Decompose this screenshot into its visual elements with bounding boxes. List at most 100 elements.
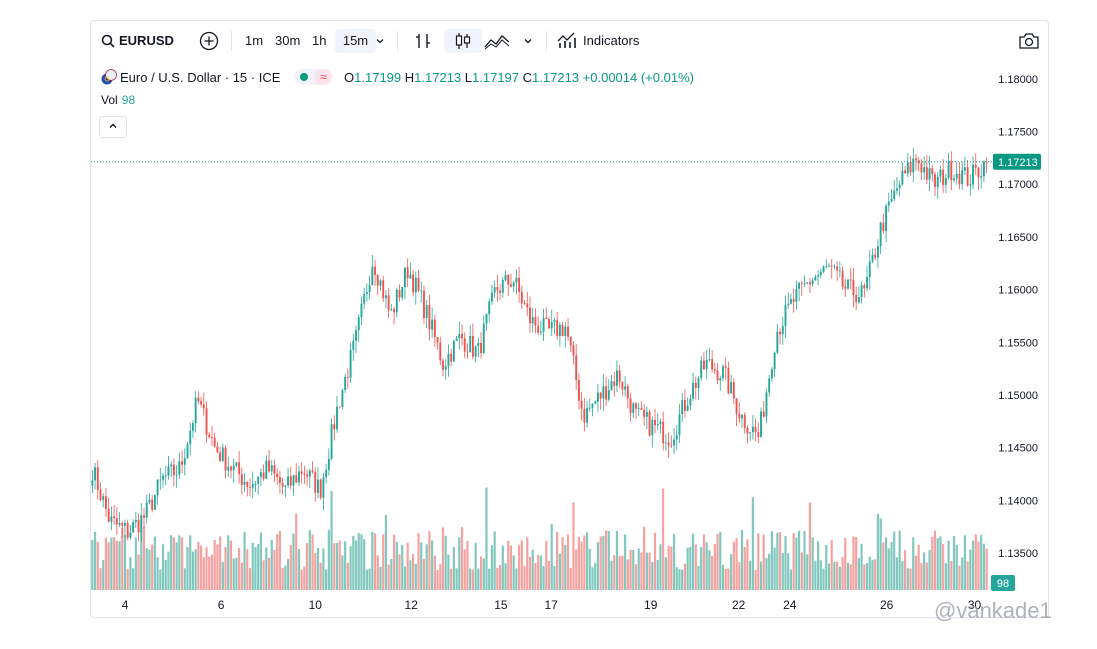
candle	[713, 362, 716, 375]
volume-bar	[621, 555, 624, 590]
interval-1h[interactable]: 1h	[312, 33, 327, 48]
candle	[308, 468, 311, 489]
interval-1m[interactable]: 1m	[245, 33, 264, 48]
volume-bar	[270, 539, 273, 590]
volume-bar	[651, 561, 654, 590]
symbol-search-button[interactable]: EURUSD	[101, 29, 174, 53]
candle	[257, 476, 260, 495]
volume-bar	[300, 569, 303, 590]
candle	[395, 287, 398, 318]
camera-icon	[1019, 33, 1039, 49]
volume-bar	[523, 566, 526, 590]
candle	[325, 463, 328, 484]
snapshot-button[interactable]	[1017, 29, 1041, 53]
x-tick-label: 10	[309, 598, 323, 612]
candle	[577, 373, 580, 410]
candle	[575, 343, 578, 390]
volume-bar	[363, 539, 366, 590]
candle	[115, 507, 118, 535]
indicators-button[interactable]: Indicators	[557, 29, 639, 53]
volume-bar	[507, 540, 510, 590]
chart-type-dropdown[interactable]	[521, 29, 535, 53]
candle	[757, 422, 760, 444]
volume-bar	[800, 552, 803, 590]
collapse-legend-button[interactable]	[99, 116, 127, 138]
volume-bar	[159, 569, 162, 590]
candle	[181, 450, 184, 474]
separator	[546, 31, 547, 51]
y-tick-label: 1.14500	[998, 443, 1038, 455]
volume-bar	[289, 545, 292, 590]
volume-value: 98	[121, 93, 136, 107]
candle	[879, 221, 882, 254]
volume-bar	[409, 560, 412, 590]
candle	[132, 519, 135, 533]
volume-bar	[140, 531, 143, 590]
instrument-title[interactable]: Euro / U.S. Dollar · 15 · ICE	[120, 70, 281, 85]
volume-bar	[382, 534, 385, 590]
candle	[602, 374, 605, 411]
candle	[833, 264, 836, 270]
candle	[678, 403, 681, 444]
candle	[686, 397, 689, 412]
volume-bar	[145, 548, 148, 590]
candle	[306, 469, 309, 487]
volume-bar	[243, 531, 246, 590]
candle	[909, 155, 912, 176]
candle	[887, 192, 890, 212]
volume-bar	[876, 514, 880, 590]
candle	[849, 268, 852, 290]
volume-bar	[721, 564, 725, 590]
volume-bar	[175, 542, 178, 590]
volume-bar	[316, 547, 320, 590]
volume-bar	[566, 534, 570, 590]
candle	[972, 156, 975, 190]
candles-style-button[interactable]	[444, 29, 482, 53]
volume-bar	[944, 563, 947, 590]
candle	[629, 392, 632, 422]
candle	[977, 166, 980, 190]
volume-bar	[846, 562, 850, 590]
price-legend: Euro / U.S. Dollar · 15 · ICE ≈ O1.17199 …	[101, 69, 694, 85]
candle	[164, 466, 167, 486]
bar-style-button[interactable]	[411, 29, 435, 53]
compare-symbol-button[interactable]	[197, 29, 221, 53]
market-status-pill[interactable]: ≈	[294, 69, 333, 85]
candle	[346, 368, 349, 389]
volume-bar	[346, 562, 349, 590]
volume-bar	[232, 558, 235, 590]
interval-15m[interactable]: 15m	[335, 29, 376, 53]
volume-bar	[985, 548, 988, 590]
candle	[151, 495, 154, 513]
volume-bar	[904, 550, 907, 590]
interval-dropdown[interactable]	[373, 29, 387, 53]
candle	[455, 335, 458, 341]
candle	[227, 456, 230, 477]
volume-bar	[251, 542, 254, 590]
volume-bar	[137, 554, 140, 590]
volume-bar	[778, 532, 782, 590]
candle	[673, 428, 676, 455]
volume-bar	[349, 546, 352, 590]
candle	[276, 468, 279, 485]
candle	[439, 336, 442, 366]
volume-bar	[474, 543, 477, 590]
candle	[624, 376, 627, 397]
candle	[376, 274, 379, 296]
volume-bar	[368, 568, 371, 590]
volume-bar	[770, 531, 773, 590]
volume-bar	[936, 538, 939, 590]
candle	[871, 248, 874, 264]
candle	[303, 465, 306, 485]
area-style-button[interactable]	[483, 29, 511, 53]
candle	[175, 465, 178, 488]
candle	[314, 467, 317, 502]
volume-bar	[629, 549, 632, 590]
interval-30m[interactable]: 30m	[275, 33, 301, 48]
candle	[906, 153, 909, 177]
volume-bar	[596, 542, 600, 590]
candles	[91, 147, 988, 543]
candle	[292, 474, 295, 497]
volume-bar	[259, 532, 262, 590]
